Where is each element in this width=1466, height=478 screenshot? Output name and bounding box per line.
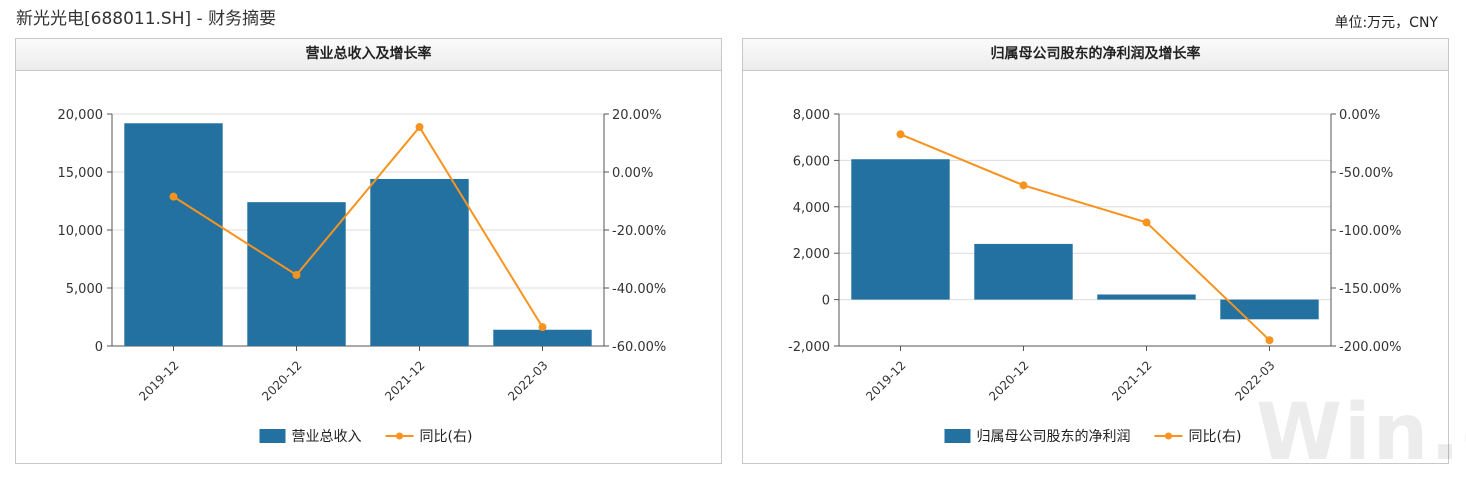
x-tick-label: 2022-03 xyxy=(505,358,550,403)
y-right-tick-label: -150.00% xyxy=(1339,282,1402,297)
y-left-tick-label: 2,000 xyxy=(793,247,830,262)
x-tick-label: 2021-12 xyxy=(382,358,427,403)
x-tick-label: 2020-12 xyxy=(986,358,1031,403)
y-right-tick-label: 0.00% xyxy=(1339,108,1380,123)
y-right-tick-label: -100.00% xyxy=(1339,224,1402,239)
bar xyxy=(124,123,223,346)
bar xyxy=(370,178,469,346)
growth-point xyxy=(292,270,301,279)
unit-label: 单位:万元，CNY xyxy=(1334,15,1438,31)
growth-point xyxy=(896,130,905,139)
bar xyxy=(851,159,950,300)
bar xyxy=(1220,299,1319,320)
page-title: 新光光电[688011.SH] - 财务摘要 xyxy=(16,9,277,29)
y-right-tick-label: 20.00% xyxy=(612,108,662,123)
y-left-tick-label: 6,000 xyxy=(793,154,830,169)
legend-bar-label: 营业总收入 xyxy=(292,429,362,445)
legend-line-marker xyxy=(1165,432,1172,440)
y-left-tick-label: 0 xyxy=(822,294,830,309)
x-tick-label: 2019-12 xyxy=(136,358,181,403)
net-profit-chart-panel: 归属母公司股东的净利润及增长率 -2,000 0 2,000 4,000 6,000 8,… xyxy=(742,38,1449,464)
revenue-chart: 0 5,000 10,000 15,000 20,000 -60.00% -40.00% -2… xyxy=(58,108,667,445)
growth-point xyxy=(538,323,547,332)
legend-line-label: 同比(右) xyxy=(1189,429,1242,445)
growth-point xyxy=(1019,181,1028,190)
y-left-tick-label: 10,000 xyxy=(58,224,104,239)
y-right-tick-label: -60.00% xyxy=(612,340,666,355)
y-right-tick-label: -50.00% xyxy=(1339,166,1393,181)
net-profit-chart: -2,000 0 2,000 4,000 6,000 8,000 -200.00% -150.… xyxy=(788,108,1402,445)
y-left-tick-label: 15,000 xyxy=(58,166,104,181)
x-tick-label: 2021-12 xyxy=(1109,358,1154,403)
growth-point xyxy=(1142,218,1151,227)
bar xyxy=(974,243,1073,300)
wind-watermark: Win.d xyxy=(1256,388,1466,478)
x-tick-label: 2020-12 xyxy=(259,358,304,403)
revenue-chart-panel: 营业总收入及增长率 0 5,000 10,000 15,000 20,000 -60.00… xyxy=(15,38,722,464)
x-tick-label: 2019-12 xyxy=(863,358,908,403)
growth-line xyxy=(172,125,544,328)
net-profit-chart-title: 归属母公司股东的净利润及增长率 xyxy=(743,39,1448,71)
y-left-tick-label: 5,000 xyxy=(66,282,103,297)
y-right-tick-label: 0.00% xyxy=(612,166,653,181)
y-left-tick-label: 4,000 xyxy=(793,201,830,216)
legend-line-label: 同比(右) xyxy=(420,429,473,445)
y-right-tick-label: -40.00% xyxy=(612,282,666,297)
bar xyxy=(493,329,592,346)
growth-point xyxy=(415,123,424,132)
legend-line-marker xyxy=(396,432,403,440)
y-right-tick-label: -20.00% xyxy=(612,224,666,239)
y-left-tick-label: -2,000 xyxy=(788,340,830,355)
legend-bar-swatch xyxy=(259,429,286,443)
y-left-tick-label: 8,000 xyxy=(793,108,830,123)
growth-point xyxy=(1265,336,1274,345)
bar xyxy=(1097,294,1196,300)
y-right-tick-label: -200.00% xyxy=(1339,340,1402,355)
legend-bar-label: 归属母公司股东的净利润 xyxy=(977,428,1131,445)
y-left-tick-label: 0 xyxy=(95,340,103,355)
growth-line xyxy=(900,133,1271,341)
legend-bar-swatch xyxy=(944,429,971,443)
y-left-tick-label: 20,000 xyxy=(58,108,104,123)
revenue-chart-title: 营业总收入及增长率 xyxy=(16,39,721,71)
growth-point xyxy=(169,192,178,201)
